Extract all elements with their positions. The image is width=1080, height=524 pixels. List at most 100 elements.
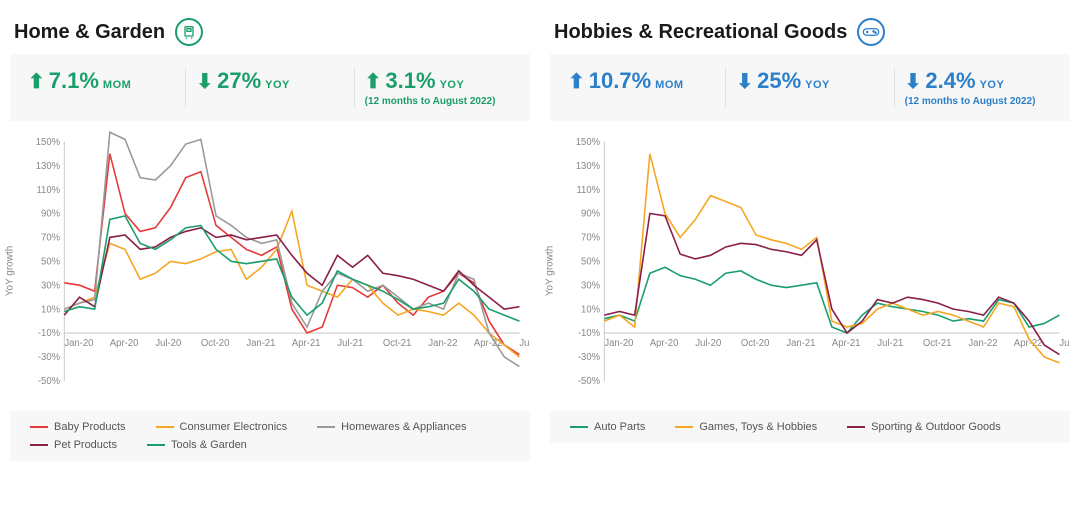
svg-text:130%: 130% — [576, 161, 601, 172]
legend-swatch — [317, 426, 335, 428]
svg-text:30%: 30% — [41, 280, 60, 291]
arrow-up-icon: ⬆ — [568, 69, 585, 94]
legend-swatch — [570, 426, 588, 428]
gamepad-icon — [857, 18, 885, 46]
panel-header: Hobbies & Recreational Goods — [550, 10, 1070, 54]
panel-title: Home & Garden — [14, 21, 165, 44]
svg-text:-30%: -30% — [578, 352, 601, 363]
stat-subtext: (12 months to August 2022) — [905, 96, 1052, 107]
stat-cell: ⬇25% YOY — [726, 68, 894, 107]
legend-label: Homewares & Appliances — [341, 421, 466, 433]
legend-label: Consumer Electronics — [180, 421, 288, 433]
svg-text:150%: 150% — [36, 137, 61, 148]
svg-text:-30%: -30% — [38, 352, 61, 363]
svg-text:-50%: -50% — [38, 376, 61, 387]
svg-text:Jul-20: Jul-20 — [695, 338, 721, 349]
svg-text:Oct-20: Oct-20 — [741, 338, 770, 349]
legend-label: Baby Products — [54, 421, 126, 433]
stat-value: 10.7% — [589, 68, 651, 94]
svg-text:Jul-21: Jul-21 — [337, 338, 363, 349]
svg-text:Apr-21: Apr-21 — [832, 338, 861, 349]
line-chart: YoY growth-50%-30%-10%10%30%50%70%90%110… — [550, 131, 1070, 411]
svg-text:Jan-21: Jan-21 — [246, 338, 275, 349]
svg-text:110%: 110% — [576, 185, 600, 196]
home-garden-icon — [175, 18, 203, 46]
svg-text:30%: 30% — [581, 280, 600, 291]
svg-text:Apr-22: Apr-22 — [1014, 338, 1043, 349]
legend-item: Auto Parts — [570, 421, 645, 433]
chart-legend: Baby Products Consumer Electronics Homewar… — [10, 411, 530, 461]
svg-text:Oct-21: Oct-21 — [383, 338, 412, 349]
svg-text:Jan-20: Jan-20 — [604, 338, 633, 349]
legend-item: Games, Toys & Hobbies — [675, 421, 817, 433]
panel-header: Home & Garden — [10, 10, 530, 54]
svg-text:50%: 50% — [41, 256, 60, 267]
legend-swatch — [847, 426, 865, 428]
stat-label: YOY — [440, 79, 465, 91]
stat-cell: ⬆10.7% MOM — [558, 68, 726, 107]
y-axis-label: YoY growth — [545, 246, 556, 297]
svg-text:Jan-22: Jan-22 — [428, 338, 457, 349]
svg-text:10%: 10% — [581, 304, 600, 315]
panel-title: Hobbies & Recreational Goods — [554, 21, 847, 44]
svg-text:Apr-20: Apr-20 — [110, 338, 139, 349]
svg-text:-10%: -10% — [578, 328, 601, 339]
svg-text:Jan-22: Jan-22 — [968, 338, 997, 349]
stat-cell: ⬇27%YOY — [186, 68, 354, 107]
category-panel: Home & Garden⬆7.1%MOM⬇27%YOY⬆3.1%YOY(12 … — [10, 10, 530, 461]
svg-text:10%: 10% — [41, 304, 60, 315]
svg-text:90%: 90% — [581, 209, 600, 220]
stat-subtext: (12 months to August 2022) — [365, 96, 512, 107]
svg-text:70%: 70% — [41, 233, 60, 244]
legend-item: Homewares & Appliances — [317, 421, 466, 433]
legend-label: Sporting & Outdoor Goods — [871, 421, 1001, 433]
stat-label: MOM — [103, 79, 131, 91]
svg-text:90%: 90% — [41, 209, 60, 220]
legend-item: Sporting & Outdoor Goods — [847, 421, 1001, 433]
stat-label: MOM — [655, 79, 683, 91]
line-chart: YoY growth-50%-30%-10%10%30%50%70%90%110… — [10, 131, 530, 411]
legend-swatch — [30, 444, 48, 446]
legend-label: Pet Products — [54, 439, 117, 451]
svg-text:Oct-21: Oct-21 — [923, 338, 952, 349]
legend-item: Tools & Garden — [147, 439, 247, 451]
stats-row: ⬆7.1%MOM⬇27%YOY⬆3.1%YOY(12 months to Aug… — [10, 54, 530, 121]
svg-text:Jan-20: Jan-20 — [64, 338, 93, 349]
arrow-up-icon: ⬆ — [365, 69, 382, 94]
svg-text:Jan-21: Jan-21 — [786, 338, 815, 349]
svg-text:130%: 130% — [36, 161, 61, 172]
legend-label: Auto Parts — [594, 421, 645, 433]
legend-swatch — [156, 426, 174, 428]
stat-value: 25% — [757, 68, 801, 94]
stat-value: 7.1% — [49, 68, 99, 94]
legend-swatch — [147, 444, 165, 446]
arrow-down-icon: ⬇ — [905, 69, 922, 94]
y-axis-label: YoY growth — [5, 246, 16, 297]
stat-cell: ⬆7.1% MOM — [18, 68, 186, 107]
legend-label: Tools & Garden — [171, 439, 247, 451]
svg-text:-50%: -50% — [578, 376, 601, 387]
stat-label: YOY — [980, 79, 1005, 91]
category-panel: Hobbies & Recreational Goods⬆10.7%MOM⬇25… — [550, 10, 1070, 461]
svg-text:Apr-20: Apr-20 — [650, 338, 679, 349]
stat-cell: ⬆3.1%YOY(12 months to August 2022) — [355, 68, 522, 107]
svg-text:110%: 110% — [36, 185, 60, 196]
svg-text:Jul-22: Jul-22 — [1059, 338, 1070, 349]
stat-cell: ⬇2.4%YOY(12 months to August 2022) — [895, 68, 1062, 107]
legend-item: Pet Products — [30, 439, 117, 451]
svg-text:Apr-21: Apr-21 — [292, 338, 321, 349]
svg-text:-10%: -10% — [38, 328, 61, 339]
legend-label: Games, Toys & Hobbies — [699, 421, 817, 433]
svg-text:Jul-21: Jul-21 — [877, 338, 903, 349]
svg-text:Jul-20: Jul-20 — [155, 338, 181, 349]
stat-value: 27% — [217, 68, 261, 94]
svg-text:70%: 70% — [581, 233, 600, 244]
svg-text:150%: 150% — [576, 137, 601, 148]
legend-item: Baby Products — [30, 421, 126, 433]
arrow-up-icon: ⬆ — [28, 69, 45, 94]
stats-row: ⬆10.7%MOM⬇25%YOY⬇2.4%YOY(12 months to Au… — [550, 54, 1070, 121]
stat-label: YOY — [805, 79, 830, 91]
svg-text:Jul-22: Jul-22 — [519, 338, 530, 349]
legend-swatch — [675, 426, 693, 428]
arrow-down-icon: ⬇ — [736, 69, 753, 94]
